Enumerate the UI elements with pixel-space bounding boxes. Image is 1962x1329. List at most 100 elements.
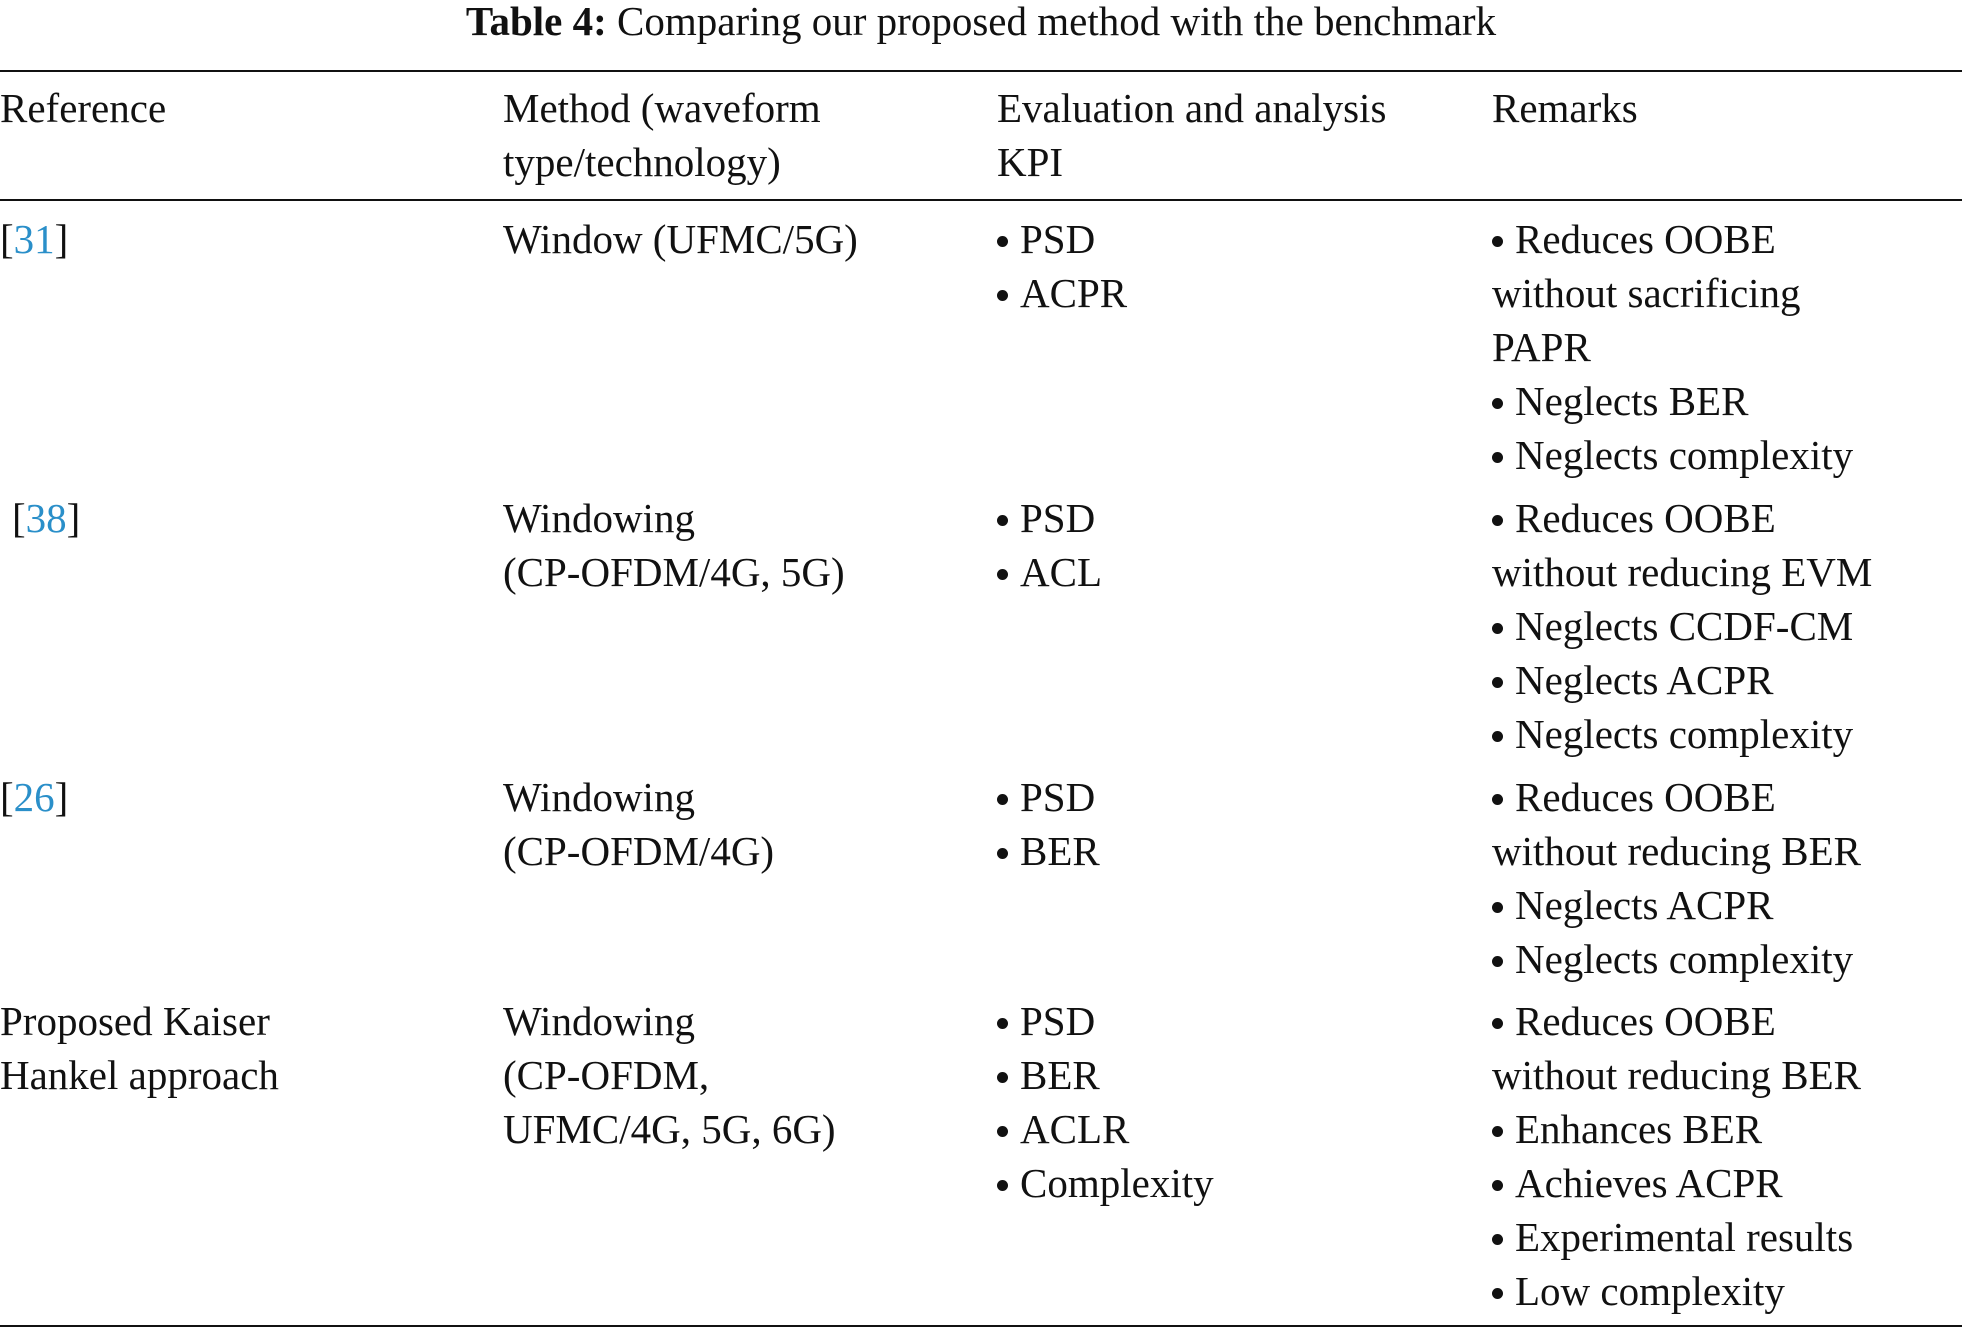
kpi-cell: PSD BER xyxy=(997,770,1100,878)
remark-item-line: Neglects complexity xyxy=(1492,707,1872,761)
method-text: Windowing xyxy=(503,495,695,541)
kpi-item: BER xyxy=(1020,1052,1100,1098)
table-caption: Table 4: Comparing our proposed method w… xyxy=(0,0,1962,42)
header-text: type/technology) xyxy=(503,139,781,185)
reference-text: Hankel approach xyxy=(0,1052,279,1098)
header-cell: Remarks xyxy=(1492,81,1638,135)
header-text: Reference xyxy=(0,85,167,131)
remark-item: Neglects complexity xyxy=(1515,936,1854,982)
method-text: Windowing xyxy=(503,774,695,820)
method-cell: Window (UFMC/5G) xyxy=(503,212,858,266)
bullet xyxy=(1492,398,1503,410)
top-rule xyxy=(0,70,1962,72)
bullet xyxy=(997,1180,1008,1192)
bullet xyxy=(1492,1234,1503,1246)
remark-item-line: Neglects complexity xyxy=(1492,428,1853,482)
remark-item-line: without sacrificing xyxy=(1492,266,1853,320)
remark-item-line: Neglects complexity xyxy=(1492,932,1861,986)
citation-link[interactable]: 38 xyxy=(25,495,67,541)
reference-text: Proposed Kaiser xyxy=(0,998,270,1044)
bracket: [ xyxy=(0,216,14,262)
method-text: (CP-OFDM/4G) xyxy=(503,828,775,874)
reference-cell: Proposed Kaiser Hankel approach xyxy=(0,994,279,1102)
reference-line: [26] xyxy=(0,770,68,824)
reference-cell: [31] xyxy=(0,212,68,266)
kpi-item: Complexity xyxy=(1020,1160,1214,1206)
remarks-cell: Reduces OOBE without reducing EVM Neglects… xyxy=(1492,491,1872,761)
remark-item: Neglects CCDF-CM xyxy=(1515,603,1854,649)
remark-item: Achieves ACPR xyxy=(1515,1160,1783,1206)
reference-line: [38] xyxy=(12,491,80,545)
remark-item: PAPR xyxy=(1492,324,1591,370)
bullet xyxy=(1492,452,1503,464)
header-cell: Evaluation and analysis KPI xyxy=(997,81,1386,189)
bullet xyxy=(997,848,1008,860)
remark-item-line: Reduces OOBE xyxy=(1492,994,1861,1048)
bracket: [ xyxy=(12,495,26,541)
header-text: KPI xyxy=(997,139,1064,185)
citation-link[interactable]: 26 xyxy=(13,774,55,820)
reference-cell: [26] xyxy=(0,770,68,824)
citation-link[interactable]: 31 xyxy=(13,216,55,262)
remarks-cell: Reduces OOBE without reducing BER Enhances… xyxy=(1492,994,1861,1318)
method-text: UFMC/4G, 5G, 6G) xyxy=(503,1106,836,1152)
remarks-cell: Reduces OOBE without reducing BER Neglects… xyxy=(1492,770,1861,986)
remark-item-line: PAPR xyxy=(1492,320,1853,374)
kpi-item: ACL xyxy=(1020,549,1102,595)
remark-item-line: Enhances BER xyxy=(1492,1102,1861,1156)
remark-item-line: Low complexity xyxy=(1492,1264,1861,1318)
kpi-item-line: ACL xyxy=(997,545,1102,599)
bracket: ] xyxy=(66,495,81,541)
remark-item-line: without reducing BER xyxy=(1492,824,1861,878)
kpi-item-line: BER xyxy=(997,824,1100,878)
remark-item-line: without reducing BER xyxy=(1492,1048,1861,1102)
kpi-item-line: PSD xyxy=(997,212,1127,266)
bullet xyxy=(997,1072,1008,1084)
remarks-cell: Reduces OOBE without sacrificing PAPR Negle… xyxy=(1492,212,1853,482)
bullet xyxy=(1492,794,1503,806)
bullet xyxy=(1492,677,1503,689)
bullet xyxy=(997,290,1008,302)
remark-item: Experimental results xyxy=(1515,1214,1854,1260)
remark-item: Reduces OOBE xyxy=(1515,495,1776,541)
header-text: Remarks xyxy=(1492,85,1638,131)
remark-item: without reducing EVM xyxy=(1492,549,1873,595)
kpi-item: PSD xyxy=(1020,216,1096,262)
kpi-item-line: PSD xyxy=(997,770,1100,824)
bracket: ] xyxy=(54,774,69,820)
bracket: [ xyxy=(0,774,14,820)
remark-item: without reducing BER xyxy=(1492,828,1861,874)
bracket: ] xyxy=(54,216,69,262)
kpi-item: ACPR xyxy=(1020,270,1128,316)
bullet xyxy=(1492,1018,1503,1030)
kpi-item: BER xyxy=(1020,828,1100,874)
remark-item: Neglects BER xyxy=(1515,378,1749,424)
remark-item: without sacrificing xyxy=(1492,270,1801,316)
kpi-item: PSD xyxy=(1020,998,1096,1044)
bullet xyxy=(1492,1288,1503,1300)
remark-item-line: Reduces OOBE xyxy=(1492,212,1853,266)
bullet xyxy=(1492,515,1503,527)
remark-item-line: Reduces OOBE xyxy=(1492,770,1861,824)
bullet xyxy=(1492,236,1503,248)
remark-item: Reduces OOBE xyxy=(1515,216,1776,262)
kpi-item: ACLR xyxy=(1020,1106,1130,1152)
bullet xyxy=(1492,731,1503,743)
method-text: (CP-OFDM/4G, 5G) xyxy=(503,549,845,595)
header-rule xyxy=(0,199,1962,201)
method-text: (CP-OFDM, xyxy=(503,1052,710,1098)
header-text: Evaluation and analysis xyxy=(997,85,1387,131)
kpi-item-line: Complexity xyxy=(997,1156,1214,1210)
method-text: Windowing xyxy=(503,998,695,1044)
bullet xyxy=(997,569,1008,581)
kpi-item: PSD xyxy=(1020,495,1096,541)
remark-item-line: without reducing EVM xyxy=(1492,545,1872,599)
remark-item-line: Neglects ACPR xyxy=(1492,653,1872,707)
method-cell: Windowing (CP-OFDM/4G, 5G) xyxy=(503,491,845,599)
header-text: Method (waveform xyxy=(503,85,821,131)
remark-item-line: Achieves ACPR xyxy=(1492,1156,1861,1210)
remark-item: without reducing BER xyxy=(1492,1052,1861,1098)
bullet xyxy=(1492,956,1503,968)
bullet xyxy=(1492,902,1503,914)
